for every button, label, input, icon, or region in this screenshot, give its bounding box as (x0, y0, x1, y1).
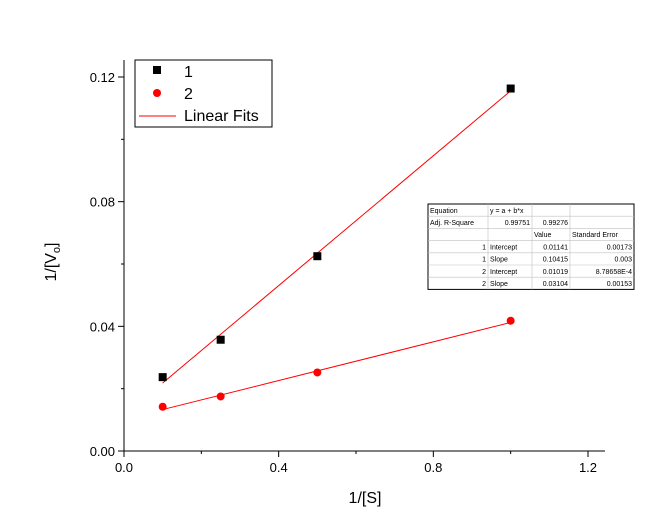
x-tick-label: 0.8 (424, 460, 442, 475)
stats-table-cell: 0.003 (614, 257, 632, 264)
stats-table-cell: Adj. R-Square (430, 220, 474, 227)
stats-table-cell: 0.01141 (543, 244, 568, 251)
y-tick-label: 0.00 (90, 444, 115, 459)
legend-label-fits: Linear Fits (184, 108, 259, 125)
data-point-series-2 (216, 392, 225, 401)
y-axis-title: 1/[Vo] (43, 242, 63, 281)
legend: 1 2 Linear Fits (134, 59, 273, 128)
stats-table-cell: Intercept (490, 244, 517, 251)
stats-table-cell: 0.99276 (543, 220, 568, 227)
stats-table-cell: Equation (430, 208, 458, 215)
y-tick-label: 0.08 (90, 195, 115, 210)
fit-line-series-2 (162, 322, 511, 411)
stats-table-cell: 2 (482, 281, 486, 288)
legend-label-series-1: 1 (184, 64, 193, 81)
stats-table: Equation y = a + b*x Adj. R-Square 0.99751 0… (427, 203, 635, 290)
stats-table-cell: y = a + b*x (490, 208, 524, 215)
stats-table-cell: Standard Error (572, 232, 619, 239)
stats-table-cell: 1 (482, 257, 486, 264)
stats-table-cell: Intercept (490, 269, 517, 276)
y-axis-title-main: 1/[V (43, 253, 60, 282)
stats-table-cell: 0.01019 (543, 269, 568, 276)
y-tick-label: 0.04 (90, 319, 115, 334)
data-point-series-2 (158, 402, 167, 411)
legend-marker-series-2 (153, 89, 161, 97)
x-tick-label: 0.0 (115, 460, 133, 475)
fit-line-series-1 (162, 90, 511, 384)
legend-marker-series-1 (153, 66, 161, 74)
y-tick-label: 0.12 (90, 70, 115, 85)
stats-table-cell: Slope (490, 257, 508, 264)
data-point-series-1 (158, 373, 167, 382)
stats-table-cell: 8.78658E-4 (596, 269, 632, 276)
legend-label-series-2: 2 (184, 86, 193, 103)
data-point-series-1 (216, 335, 225, 344)
x-ticks: 0.0 0.4 0.8 1.2 (115, 451, 597, 475)
y-axis-title-subscript: o (51, 247, 63, 253)
stats-table-cell: 0.00153 (607, 281, 632, 288)
data-point-series-2 (313, 368, 322, 377)
stats-table-cell: Slope (490, 281, 508, 288)
x-axis-title: 1/[S] (349, 490, 382, 507)
data-point-series-1 (313, 252, 322, 261)
axes (123, 60, 605, 452)
data-markers (158, 84, 515, 411)
stats-table-cell: 0.00173 (607, 244, 632, 251)
x-tick-label: 1.2 (579, 460, 597, 475)
stats-table-cell: Value (534, 232, 551, 239)
stats-table-cell: 0.10415 (543, 257, 568, 264)
data-point-series-1 (506, 84, 515, 93)
y-axis-title-tail: ] (43, 242, 60, 246)
stats-table-cell: 0.03104 (543, 281, 568, 288)
data-point-series-2 (506, 316, 515, 325)
stats-table-cell: 1 (482, 244, 486, 251)
stats-table-cell: 2 (482, 269, 486, 276)
stats-table-cell: 0.99751 (505, 220, 530, 227)
x-tick-label: 0.4 (270, 460, 288, 475)
y-ticks: 0.00 0.04 0.08 0.12 (90, 70, 124, 459)
stats-table-border (427, 203, 635, 290)
